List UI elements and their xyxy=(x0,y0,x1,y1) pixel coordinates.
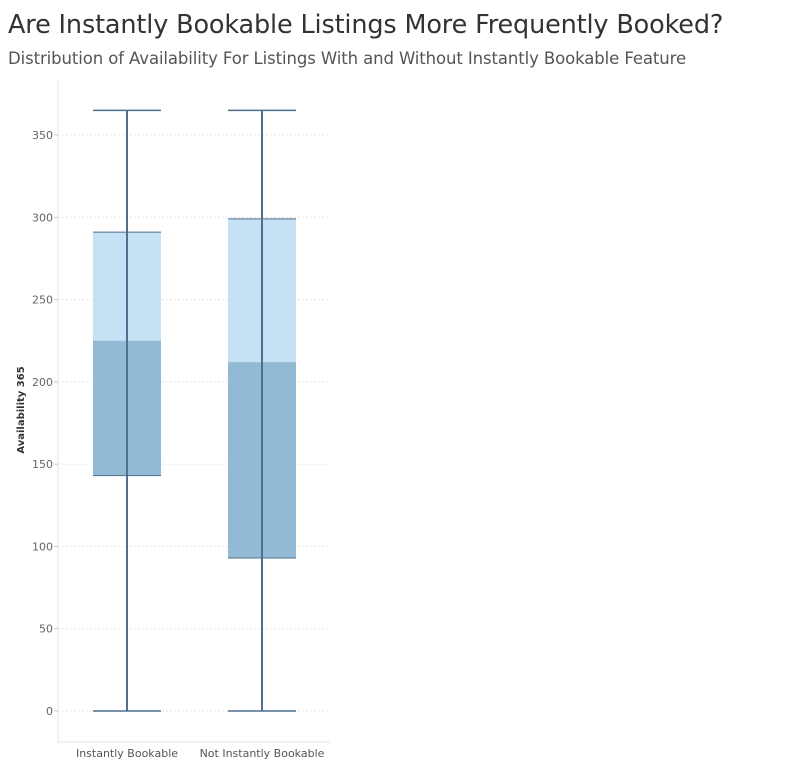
x-category-label: Instantly Bookable xyxy=(76,747,178,760)
y-tick-label: 300 xyxy=(32,211,53,224)
y-tick-label: 150 xyxy=(32,458,53,471)
axes: 0 50 100 150 200 250 300 350 Instantly Bookable N… xyxy=(32,80,330,760)
y-tick-label: 200 xyxy=(32,376,53,389)
y-axis-label: Availability 365 xyxy=(16,366,27,453)
chart-title: Are Instantly Bookable Listings More Fre… xyxy=(8,10,724,40)
y-tick-label: 100 xyxy=(32,540,53,553)
gridlines xyxy=(58,134,330,712)
y-tick-label: 50 xyxy=(39,623,53,636)
box-plot-series xyxy=(93,109,296,712)
x-category-label: Not Instantly Bookable xyxy=(200,747,325,760)
chart-subtitle: Distribution of Availability For Listing… xyxy=(8,49,686,68)
y-tick-label: 350 xyxy=(32,129,53,142)
y-tick-label: 250 xyxy=(32,294,53,307)
y-tick-label: 0 xyxy=(46,705,53,718)
